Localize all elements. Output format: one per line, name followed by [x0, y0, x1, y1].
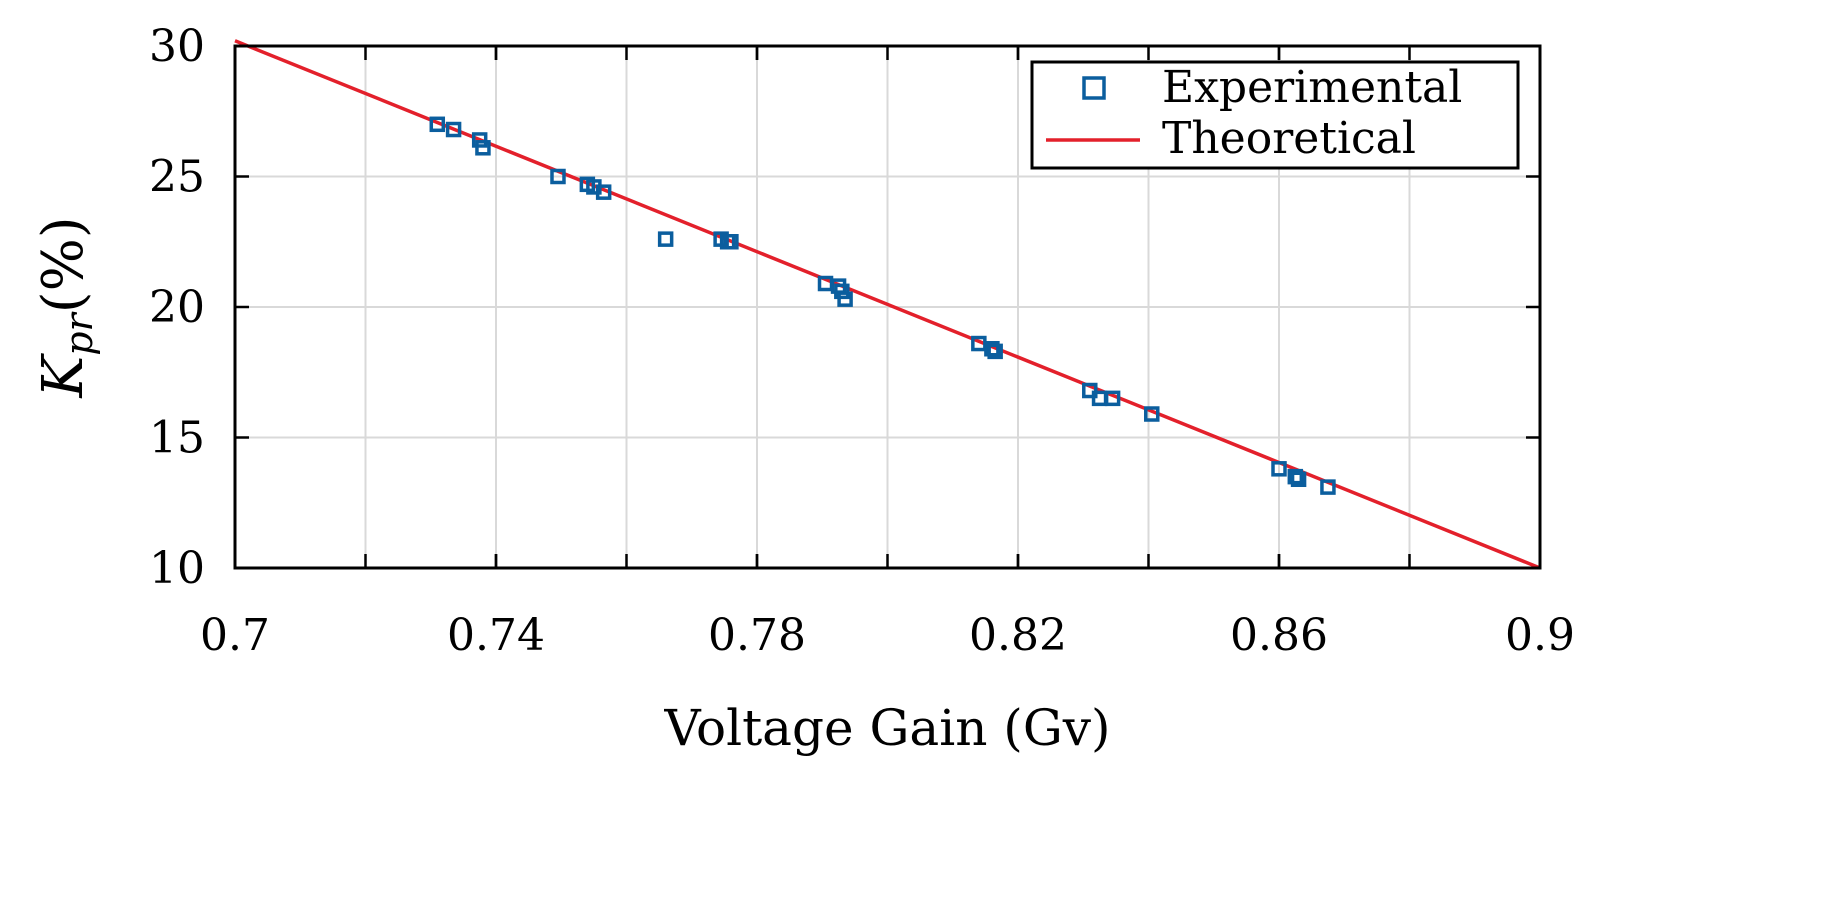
x-tick-label: 0.74 — [447, 610, 545, 661]
experimental-point — [984, 341, 1000, 357]
x-tick-label: 0.86 — [1230, 610, 1328, 661]
tick-marks — [233, 44, 1542, 570]
experimental-point — [445, 121, 462, 138]
experimental-point — [1104, 390, 1121, 407]
experimental-point — [1082, 382, 1098, 399]
experimental-point — [429, 116, 446, 133]
experimental-series — [429, 116, 1336, 495]
y-axis-title-subscript: pr — [57, 310, 101, 355]
legend-box — [1030, 60, 1520, 170]
legend: Experimental Theoretical — [1030, 60, 1520, 170]
x-tick-label: 0.7 — [200, 610, 270, 661]
legend-label-theoretical: Theoretical — [1162, 113, 1416, 164]
experimental-point — [1271, 461, 1287, 477]
experimental-point — [1320, 479, 1336, 495]
x-tick-labels: 0.7 0.74 0.78 0.82 0.86 0.9 — [200, 610, 1575, 661]
x-tick-label: 0.82 — [969, 610, 1067, 661]
experimental-point — [723, 234, 739, 250]
y-tick-labels: 10 15 20 25 30 — [149, 21, 205, 594]
y-axis-title-main: K — [31, 353, 96, 399]
svg-text:Kpr(%): Kpr(%) — [31, 216, 101, 398]
y-axis-title: Kpr(%) — [31, 216, 101, 398]
experimental-point — [550, 168, 566, 185]
experimental-point — [834, 283, 850, 300]
x-tick-label: 0.9 — [1505, 610, 1575, 661]
experimental-point — [837, 291, 853, 307]
y-tick-label: 30 — [149, 21, 205, 72]
experimental-point — [471, 132, 488, 148]
experimental-point — [595, 184, 612, 200]
experimental-point — [1144, 406, 1160, 422]
experimental-point — [657, 231, 674, 247]
legend-marker-experimental — [1082, 76, 1106, 100]
y-tick-label: 15 — [149, 413, 205, 464]
experimental-point — [475, 140, 491, 156]
legend-label-experimental: Experimental — [1162, 62, 1462, 113]
y-tick-label: 25 — [149, 152, 205, 203]
x-axis-title: Voltage Gain (Gv) — [663, 699, 1110, 757]
experimental-point — [1290, 471, 1307, 488]
x-tick-label: 0.78 — [708, 610, 806, 661]
y-axis-title-unit: (%) — [31, 216, 96, 313]
experimental-point — [987, 343, 1003, 360]
y-tick-label: 10 — [149, 543, 205, 594]
y-tick-label: 20 — [149, 282, 205, 333]
experimental-point — [1287, 468, 1304, 485]
